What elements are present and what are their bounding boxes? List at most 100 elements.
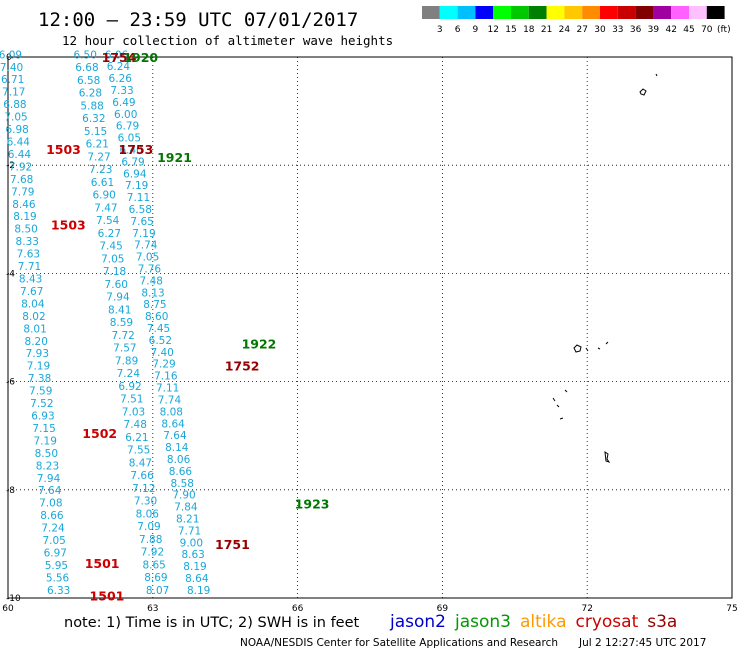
wave-height-value: 6.94 [123, 168, 147, 180]
wave-height-value: 7.03 [122, 406, 145, 418]
wave-height-value: 8.19 [187, 585, 210, 597]
wave-height-value: 7.48 [124, 419, 147, 431]
wave-height-value: 7.88 [139, 534, 162, 546]
wave-height-value: 8.75 [143, 299, 166, 311]
track-cryosat: 6.066.246.267.336.496.006.796.056.406.79… [105, 49, 210, 597]
wave-height-value: 7.66 [130, 470, 154, 482]
wave-height-value: 6.98 [5, 124, 28, 136]
legend-label: 45 [683, 25, 694, 35]
wave-height-value: 7.24 [117, 368, 141, 380]
legend-swatch [582, 6, 600, 19]
legend-swatch [564, 6, 583, 19]
wave-height-value: 8.06 [136, 508, 160, 520]
wave-height-value: 8.64 [161, 418, 185, 430]
satellite-legend-altika: altika [520, 612, 567, 632]
wave-height-value: 6.05 [118, 133, 141, 145]
wave-height-value: 7.38 [28, 373, 51, 385]
wave-height-value: 7.76 [138, 264, 162, 276]
wave-height-value: 6.26 [109, 73, 133, 85]
wave-height-value: 6.93 [31, 411, 54, 423]
wave-height-value: 7.64 [163, 430, 187, 442]
timestamp-text: Jul 2 12:27:45 UTC 2017 [578, 637, 706, 649]
legend-label: 42 [665, 25, 676, 35]
wave-height-value: 8.02 [22, 311, 45, 323]
wave-height-value: 8.50 [14, 224, 37, 236]
latitude-tick-labels: 0 -2 -4 -6 -8 -10 [6, 53, 21, 604]
wave-height-value: 7.54 [96, 215, 120, 227]
legend-label: 3 [437, 25, 443, 35]
wave-height-value: 6.58 [77, 75, 100, 87]
wave-height-value: 7.29 [152, 359, 175, 371]
wave-height-value: 6.79 [121, 156, 144, 168]
legend-label: 30 [594, 25, 606, 35]
wave-height-value: 8.04 [21, 298, 45, 310]
wave-height-value: 7.92 [9, 161, 32, 173]
latitude-tick: -2 [6, 161, 15, 171]
legend-swatch [600, 6, 618, 19]
wave-height-value: 8.65 [142, 559, 165, 571]
wave-height-value: 7.11 [127, 192, 150, 204]
map-frame [7, 56, 733, 599]
footer-note: note: 1) Time is in UTC; 2) SWH is in fe… [64, 615, 360, 631]
satellite-legend-s3a: s3a [647, 612, 677, 632]
pass-time-label: 1503 [51, 218, 86, 233]
wave-height-value: 7.71 [178, 525, 201, 537]
wave-height-value: 7.30 [134, 496, 157, 508]
legend-label: 70 [701, 25, 713, 35]
satellite-legend-cryosat: cryosat [576, 612, 639, 632]
satellite-legend: jason2 jason3 altika cryosat s3a [389, 612, 677, 632]
wave-height-value: 6.88 [3, 99, 26, 111]
legend-label: 6 [455, 25, 461, 35]
wave-height-value: 7.72 [111, 330, 134, 342]
altimeter-tracks: 6.066.246.267.336.496.006.796.056.406.79… [0, 49, 210, 597]
wave-height-value: 6.00 [114, 109, 137, 121]
wave-height-value: 7.09 [137, 521, 160, 533]
wave-height-value: 8.14 [165, 442, 189, 454]
legend-swatch [493, 6, 511, 19]
longitude-tick: 63 [147, 604, 158, 614]
legend-swatch [439, 6, 458, 19]
wave-height-value: 7.05 [42, 535, 65, 547]
wave-height-value: 7.48 [140, 275, 163, 287]
wave-height-value: 8.21 [176, 513, 199, 525]
legend-unit: (ft) [717, 25, 731, 35]
wave-height-value: 6.21 [86, 139, 109, 151]
wave-height-value: 6.58 [129, 204, 152, 216]
wave-height-value: 7.23 [89, 164, 112, 176]
wave-height-value: 7.19 [125, 180, 148, 192]
wave-height-value: 7.19 [34, 435, 57, 447]
wave-height-value: 6.52 [149, 335, 172, 347]
wave-height-value: 8.41 [108, 304, 131, 316]
wave-height-value: 7.45 [99, 241, 122, 253]
wave-height-value: 7.11 [156, 383, 179, 395]
map-subtitle: 12 hour collection of altimeter wave hei… [62, 33, 393, 48]
wave-height-value: 8.33 [16, 236, 39, 248]
wave-height-value: 7.89 [115, 355, 138, 367]
wave-height-value: 7.12 [132, 483, 155, 495]
wave-height-value: 7.19 [132, 228, 155, 240]
latitude-tick: 0 [6, 53, 12, 63]
wave-height-value: 5.56 [46, 572, 70, 584]
legend-swatch [546, 6, 565, 19]
wave-height-value: 6.50 [74, 49, 97, 61]
legend-swatch [671, 6, 689, 19]
wave-height-value: 7.60 [105, 279, 128, 291]
legend-swatch [706, 6, 725, 19]
wave-height-value: 7.40 [150, 347, 173, 359]
wave-height-value: 6.90 [92, 190, 115, 202]
wave-height-value: 7.05 [136, 252, 159, 264]
map-border [7, 56, 733, 599]
pass-time-label: 1754 [102, 50, 137, 65]
wave-height-value: 8.07 [146, 585, 169, 597]
longitude-tick: 66 [292, 604, 304, 614]
wave-height-value: 7.55 [127, 445, 150, 457]
latitude-tick: -10 [6, 594, 21, 604]
wave-height-value: 8.08 [160, 406, 183, 418]
wave-height-value: 7.08 [39, 498, 62, 510]
pass-time-label: 1501 [90, 588, 125, 603]
wave-height-value: 6.44 [7, 136, 31, 148]
wave-height-value: 7.63 [17, 249, 40, 261]
wave-height-value: 9.00 [180, 537, 203, 549]
wave-height-value: 8.01 [23, 323, 46, 335]
